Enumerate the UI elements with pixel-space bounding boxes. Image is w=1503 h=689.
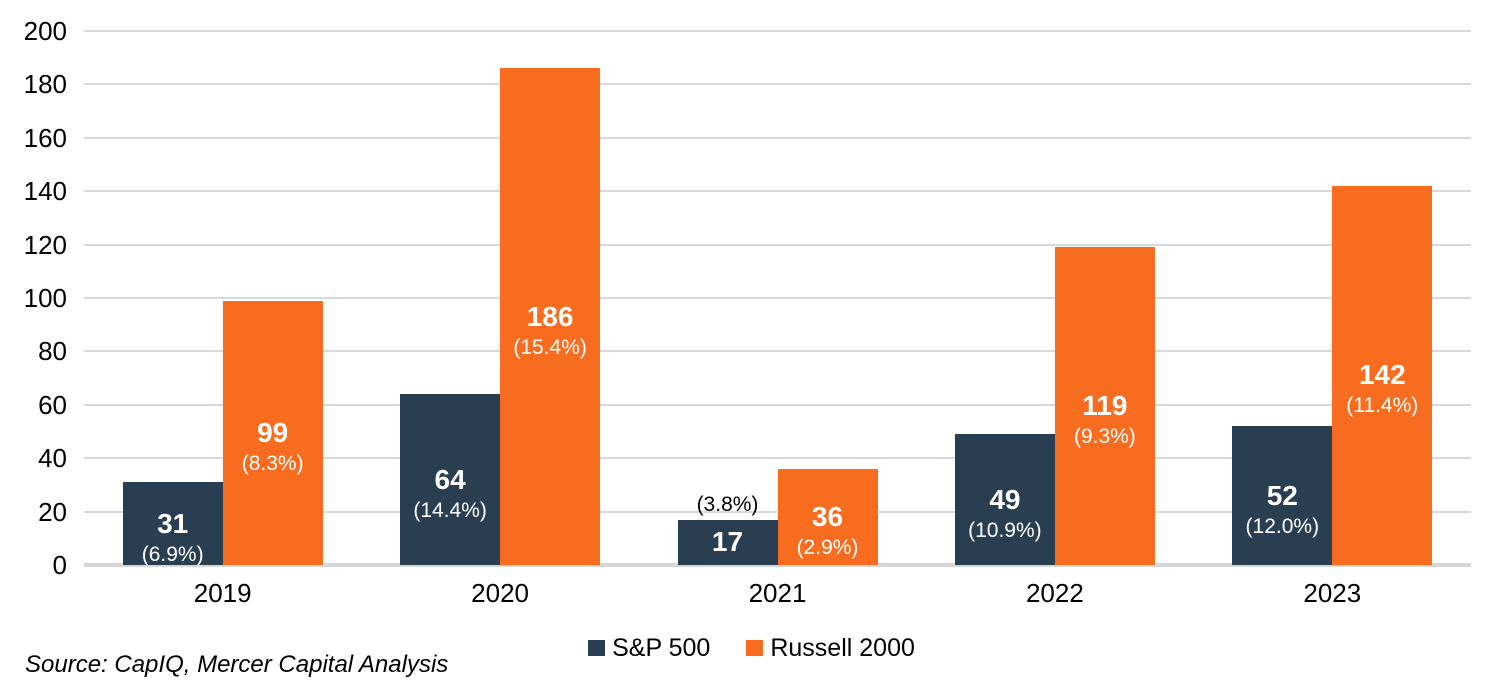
y-tick-label-100: 100 bbox=[23, 283, 67, 313]
y-tick-label-40: 40 bbox=[38, 443, 67, 474]
bar-russell2000-2023 bbox=[1332, 185, 1433, 565]
gridline-100 bbox=[84, 297, 1471, 299]
gridline-120 bbox=[84, 243, 1471, 246]
bar-value-label-sp500-2020: 64 bbox=[434, 463, 466, 495]
y-tick-label-140: 140 bbox=[23, 176, 67, 207]
gridline-180 bbox=[84, 83, 1471, 86]
gridline-40 bbox=[84, 457, 1471, 460]
bar-pct-label-russell2000-2022: (9.3%) bbox=[1073, 425, 1136, 449]
bar-pct-label-sp500-2022: (10.9%) bbox=[968, 518, 1042, 542]
legend-swatch-russell2000 bbox=[746, 640, 764, 656]
bar-value-label-russell2000-2022: 119 bbox=[1082, 390, 1128, 422]
y-tick-label-80: 80 bbox=[38, 336, 67, 367]
legend-item-sp500: S&P 500 bbox=[588, 634, 710, 663]
bar-value-label-sp500-2022: 49 bbox=[989, 483, 1021, 515]
bar-pct-label-russell2000-2021: (2.9%) bbox=[796, 535, 859, 559]
bar-value-label-sp500-2021: 17 bbox=[711, 526, 744, 558]
y-tick-label-160: 160 bbox=[23, 122, 67, 153]
x-tick-label-2022: 2022 bbox=[1025, 578, 1084, 608]
legend-swatch-sp500 bbox=[588, 640, 606, 656]
bar-pct-label-sp500-2019: (6.9%) bbox=[141, 542, 204, 566]
y-tick-label-200: 200 bbox=[23, 16, 67, 46]
y-tick-label-120: 120 bbox=[23, 229, 67, 260]
bar-pct-label-sp500-2020: (14.4%) bbox=[413, 498, 487, 522]
legend: S&P 500 Russell 2000 bbox=[0, 632, 1503, 664]
x-tick-label-2023: 2023 bbox=[1303, 578, 1362, 608]
x-tick-label-2021: 2021 bbox=[748, 578, 807, 608]
bar-sp500-2020 bbox=[400, 394, 501, 565]
bar-sp500-2021 bbox=[677, 519, 778, 565]
source-note: Source: CapIQ, Mercer Capital Analysis bbox=[25, 651, 449, 678]
bar-value-label-russell2000-2019: 99 bbox=[257, 416, 289, 448]
bar-russell2000-2019 bbox=[222, 300, 323, 565]
bar-value-label-russell2000-2021: 36 bbox=[811, 500, 844, 532]
bar-value-label-russell2000-2020: 186 bbox=[526, 300, 574, 332]
bar-pct-label-russell2000-2019: (8.3%) bbox=[241, 451, 304, 475]
bar-value-label-sp500-2023: 52 bbox=[1266, 479, 1298, 511]
x-tick-label-2019: 2019 bbox=[193, 578, 252, 608]
y-tick-label-20: 20 bbox=[38, 496, 67, 527]
bar-russell2000-2020 bbox=[500, 68, 601, 565]
y-tick-label-0: 0 bbox=[52, 550, 67, 580]
gridline-80 bbox=[84, 350, 1471, 353]
bar-pct-label-russell2000-2023: (11.4%) bbox=[1346, 394, 1419, 418]
legend-label-sp500: S&P 500 bbox=[612, 633, 711, 662]
y-tick-label-180: 180 bbox=[23, 69, 67, 100]
bar-sp500-2022 bbox=[954, 434, 1055, 565]
bar-value-label-sp500-2019: 31 bbox=[157, 507, 189, 539]
gridline-200 bbox=[84, 30, 1471, 32]
bar-value-label-russell2000-2023: 142 bbox=[1358, 359, 1406, 391]
gridline-140 bbox=[84, 190, 1471, 193]
bar-sp500-2019 bbox=[122, 482, 223, 565]
x-tick-label-2020: 2020 bbox=[471, 578, 529, 608]
legend-label-russell2000: Russell 2000 bbox=[770, 633, 915, 662]
bar-russell2000-2022 bbox=[1054, 247, 1155, 565]
x-axis-line bbox=[84, 563, 1471, 567]
gridline-60 bbox=[84, 403, 1471, 406]
legend-item-russell2000: Russell 2000 bbox=[746, 634, 915, 663]
bar-pct-label-sp500-2023: (12.0%) bbox=[1245, 514, 1320, 538]
gridline-160 bbox=[84, 136, 1471, 139]
bar-sp500-2023 bbox=[1232, 426, 1333, 565]
bar-pct-label-russell2000-2020: (15.4%) bbox=[513, 335, 587, 359]
y-tick-label-60: 60 bbox=[38, 389, 67, 420]
bar-russell2000-2021 bbox=[777, 468, 878, 565]
bar-pct-label-sp500-2021: (3.8%) bbox=[696, 492, 759, 516]
